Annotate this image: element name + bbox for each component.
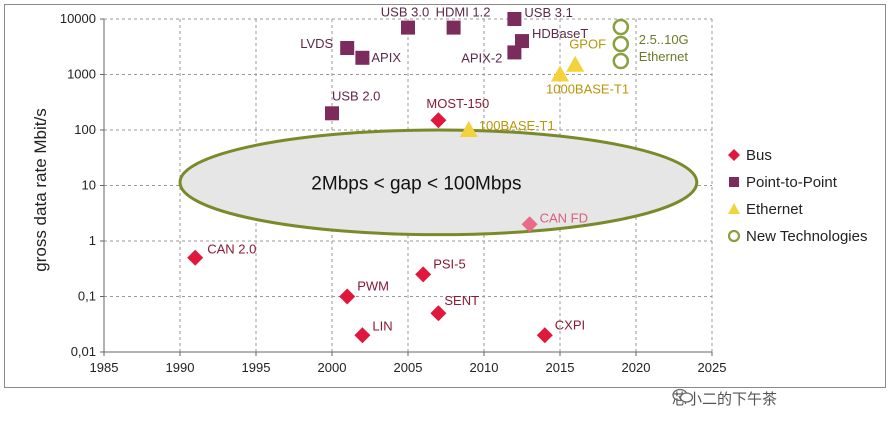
gap-ellipse: [178, 128, 699, 237]
x-tick-label: 2020: [622, 360, 651, 375]
x-tick-label: 2005: [394, 360, 423, 375]
watermark: 芯小二的下午茶: [672, 388, 777, 408]
legend-label-point-to-point: Point-to-Point: [746, 174, 838, 191]
legend-marker-ethernet: [728, 203, 740, 214]
new-tech-circle-1: [612, 18, 630, 36]
label-usb-3-0: USB 3.0: [381, 5, 429, 20]
x-tick-label: 2015: [546, 360, 575, 375]
x-tick-label: 2000: [318, 360, 347, 375]
label-psi-5: PSI-5: [433, 256, 466, 271]
y-tick-label: 100: [74, 122, 96, 137]
y-tick-label: 10: [82, 178, 96, 193]
label-1000base-t1: 1000BASE-T1: [546, 82, 629, 97]
point-gpof: [566, 55, 585, 72]
y-tick-label: 1: [89, 233, 96, 248]
label-new-tech-1: 2.5..10G: [639, 32, 689, 47]
legend-label-new-technologies: New Technologies: [746, 228, 867, 245]
x-tick-label: 1990: [166, 360, 195, 375]
point-1000base-t1: [551, 65, 569, 82]
label-gpof: GPOF: [569, 37, 606, 52]
gap-annotation-text: 2Mbps < gap < 100Mbps: [311, 173, 521, 194]
new-tech-circle-3: [612, 52, 630, 70]
point-lvds: [340, 41, 355, 56]
point-hdbaset: [515, 34, 529, 49]
label-cxpi: CXPI: [555, 317, 585, 332]
x-tick-labels: 1985 1990 1995 2000 2005 2010 2015 2020 2025: [90, 360, 727, 375]
y-axis-label: gross data rate Mbit/s: [31, 108, 50, 271]
point-100base-t1: [459, 121, 478, 137]
label-can-2-0: CAN 2.0: [207, 242, 256, 257]
point-usb-2-0: [325, 106, 339, 121]
point-lin: [354, 327, 371, 344]
grid-lines: [104, 18, 713, 352]
label-apix-2: APIX-2: [461, 50, 502, 65]
label-usb-3-1: USB 3.1: [524, 5, 572, 20]
y-tick-label: 1000: [67, 67, 96, 82]
legend-marker-bus: [728, 149, 740, 161]
point-most-150: [430, 112, 447, 129]
point-can-2-0: [187, 249, 204, 266]
new-tech-circle-2: [612, 35, 630, 53]
point-can-fd: [521, 216, 538, 233]
point-usb-3-1: [507, 12, 522, 26]
legend-label-bus: Bus: [746, 147, 772, 164]
point-psi-5: [415, 266, 432, 283]
legend-label-ethernet: Ethernet: [746, 201, 804, 218]
x-tick-label: 1985: [90, 360, 119, 375]
label-hdmi-1-2: HDMI 1.2: [436, 5, 491, 20]
legend-marker-new-technologies: [727, 229, 741, 243]
x-tick-label: 1995: [242, 360, 271, 375]
point-apix: [355, 50, 370, 65]
point-pwm: [339, 288, 356, 305]
data-marks: [187, 12, 630, 344]
point-hdmi-1-2: [446, 20, 461, 35]
label-lin: LIN: [372, 318, 392, 333]
label-can-fd: CAN FD: [540, 210, 588, 225]
legend-marker-point-to-point: [729, 177, 739, 187]
y-tick-labels: 0,01 0,1 1 10 100 1000 10000: [60, 11, 96, 359]
x-tick-label: 2010: [470, 360, 499, 375]
y-tick-label: 0,01: [71, 344, 96, 359]
label-100base-t1: 100BASE-T1: [479, 118, 555, 133]
label-sent: SENT: [444, 293, 479, 308]
label-pwm: PWM: [357, 279, 389, 294]
gap-annotation: 2Mbps < gap < 100Mbps: [178, 128, 699, 237]
data-labels: CAN 2.0 PWM LIN PSI-5 SENT MOST-150 CAN FD CXPI…: [207, 5, 688, 334]
chart-frame: [4, 4, 886, 388]
y-tick-label: 10000: [60, 11, 96, 26]
label-apix: APIX: [371, 50, 401, 65]
y-tick-label: 0,1: [78, 289, 96, 304]
wechat-icon: [672, 388, 694, 403]
label-most-150: MOST-150: [426, 96, 489, 111]
legend: Bus Point-to-Point Ethernet New Technologie…: [727, 147, 867, 245]
watermark-text: 芯小二的下午茶: [672, 389, 778, 408]
label-lvds: LVDS: [300, 36, 333, 51]
axes: [100, 18, 713, 356]
x-tick-label: 2025: [698, 360, 727, 375]
label-hdbaset: HDBaseT: [532, 26, 588, 41]
label-usb-2-0: USB 2.0: [332, 88, 380, 103]
point-cxpi: [536, 327, 553, 344]
point-usb-3-0: [401, 20, 415, 35]
point-sent: [430, 305, 447, 322]
point-apix-2: [507, 45, 522, 60]
label-new-tech-2: Ethernet: [639, 49, 689, 64]
